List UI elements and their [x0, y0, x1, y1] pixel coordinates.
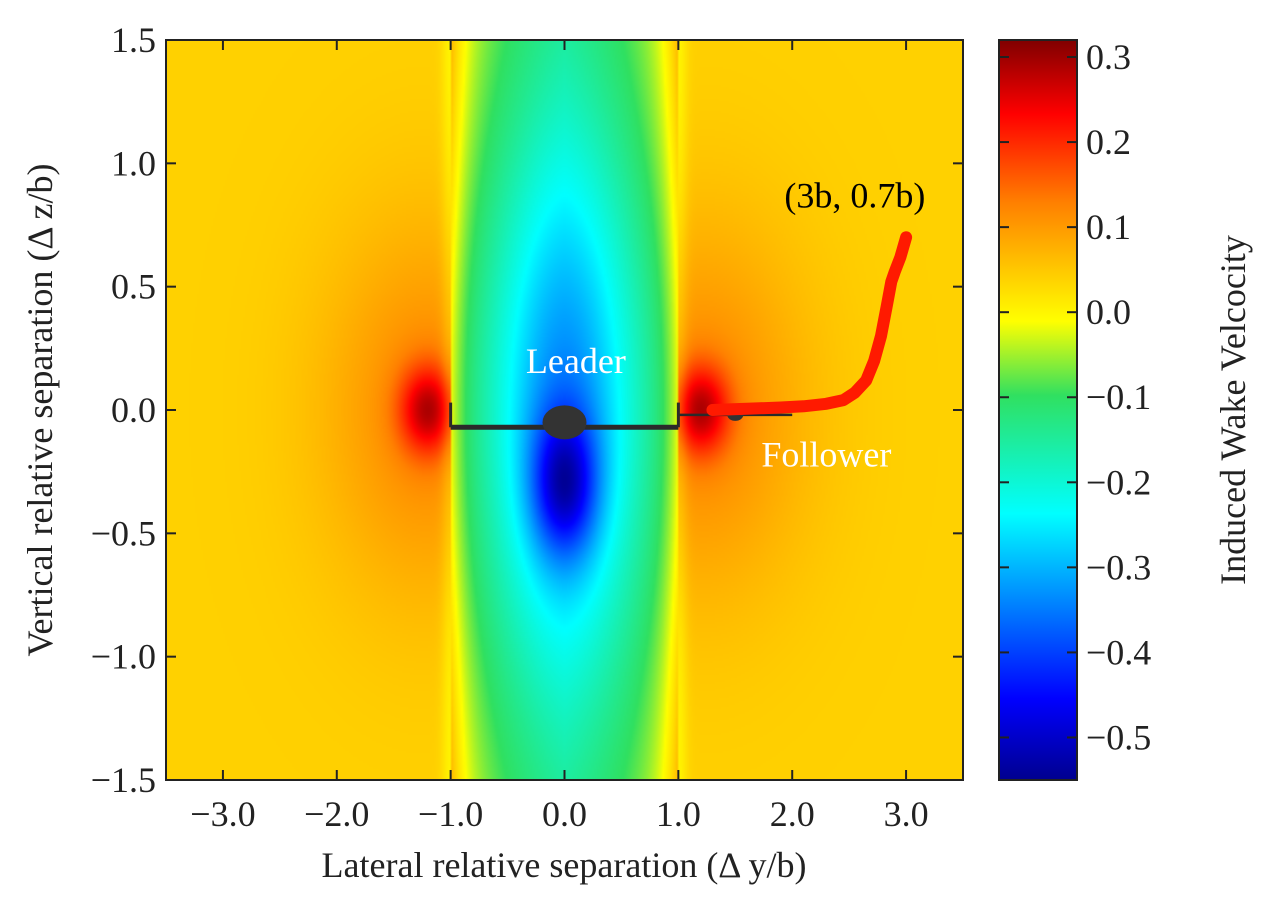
x-tick-label: 3.0	[884, 794, 929, 834]
plot-area	[165, 39, 964, 781]
x-tick-label: 1.0	[656, 794, 701, 834]
x-axis-label: Lateral relative separation (Δ y/b)	[322, 845, 807, 885]
leader-label: Leader	[526, 341, 626, 381]
y-tick-label: 0.5	[111, 267, 156, 307]
colorbar-tick-label: −0.1	[1086, 377, 1151, 417]
y-tick-label: −1.0	[91, 637, 156, 677]
colorbar-gradient	[998, 39, 1078, 781]
x-tick-label: 0.0	[542, 794, 587, 834]
y-axis-label: Vertical relative separation (Δ z/b)	[20, 164, 60, 657]
x-tick-label: −1.0	[418, 794, 483, 834]
colorbar-tick-label: 0.0	[1086, 292, 1131, 332]
colorbar-tick-label: −0.3	[1086, 547, 1151, 587]
y-tick-label: −1.5	[91, 760, 156, 800]
follower-trajectory	[706, 231, 913, 416]
y-tick-label: 1.0	[111, 143, 156, 183]
colorbar-tick-label: −0.5	[1086, 717, 1151, 757]
colorbar-tick-label: 0.1	[1086, 207, 1131, 247]
x-tick-label: −3.0	[190, 794, 255, 834]
colorbar-tick-label: 0.3	[1086, 37, 1131, 77]
colorbar-label: Induced Wake Velcocity	[1213, 235, 1253, 585]
follower-label: Follower	[761, 435, 891, 475]
y-tick-label: 0.0	[111, 390, 156, 430]
end-point-label: (3b, 0.7b)	[784, 176, 925, 216]
y-tick-label: 1.5	[111, 20, 156, 60]
colorbar-tick-label: −0.4	[1086, 632, 1151, 672]
colorbar-tick-label: 0.2	[1086, 122, 1131, 162]
colorbar: 0.3 0.2 0.1 0.0 −0.1 −0.2 −0.3 −0.4 −0.5 Induced…	[998, 37, 1253, 781]
colorbar-tick-label: −0.2	[1086, 462, 1151, 502]
x-tick-label: 2.0	[770, 794, 815, 834]
x-tick-label: −2.0	[304, 794, 369, 834]
leader-fuselage	[542, 405, 587, 440]
y-tick-label: −0.5	[91, 513, 156, 553]
